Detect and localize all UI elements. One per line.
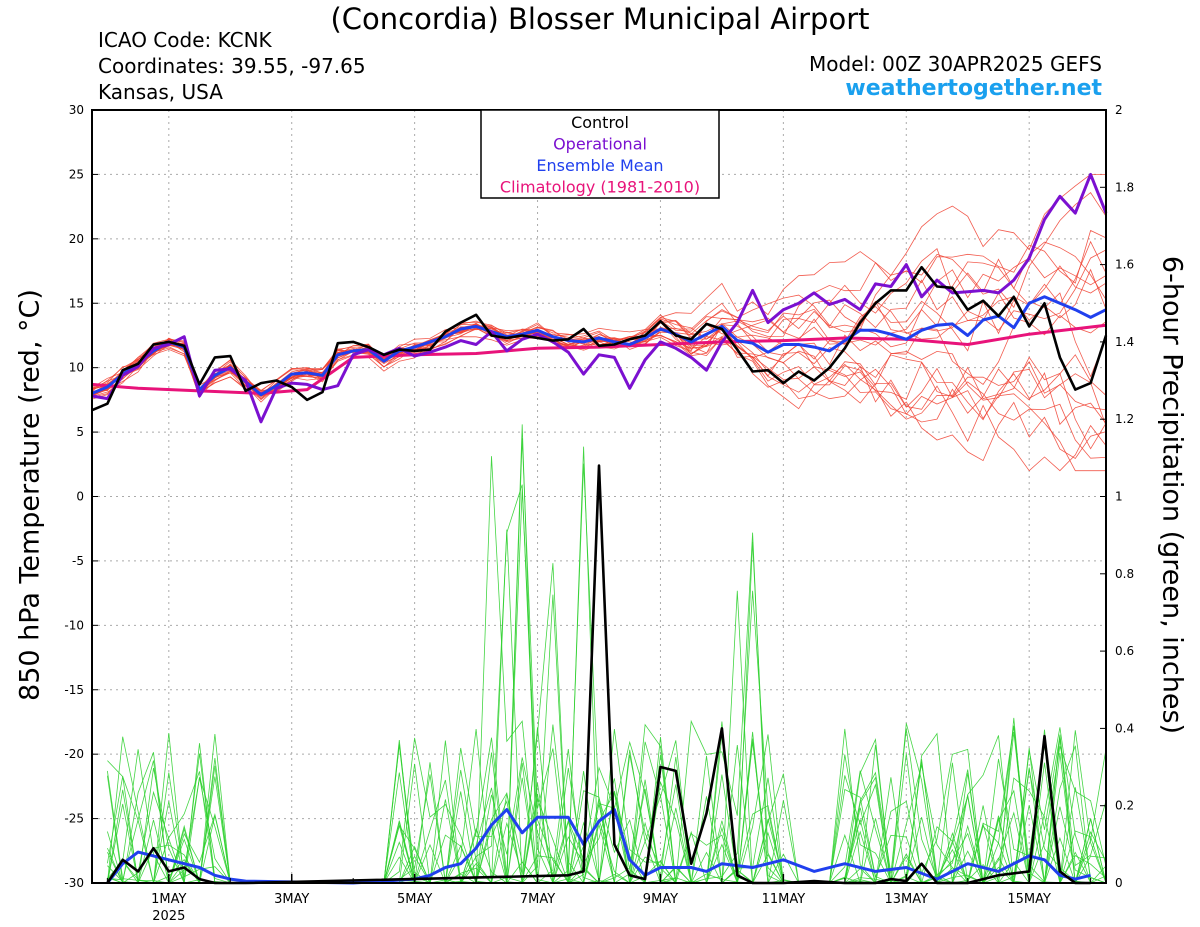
control-temp-line — [91, 265, 1108, 412]
region: Kansas, USA — [98, 80, 223, 104]
y2-tick-label: 1.6 — [1115, 258, 1134, 272]
y-tick-label: -15 — [64, 683, 84, 697]
y2-tick-label: 0.6 — [1115, 644, 1134, 658]
temperature-member-line — [91, 317, 1107, 426]
y-tick-label: 20 — [69, 232, 84, 246]
x-tick-label: 5MAY — [397, 892, 432, 907]
y-tick-label: -30 — [64, 876, 84, 890]
y-tick-label: 0 — [76, 490, 84, 504]
chart-title: (Concordia) Blosser Municipal Airport — [330, 2, 870, 36]
y2-tick-label: 0.2 — [1115, 799, 1134, 813]
legend: Control Operational Ensemble Mean Climatolo… — [480, 109, 720, 199]
temperature-member-line — [91, 326, 1107, 462]
legend-entry: Ensemble Mean — [536, 156, 663, 175]
temperature-member-line — [91, 241, 1107, 396]
legend-entry: Operational — [553, 135, 647, 154]
gridlines — [92, 110, 1106, 883]
y2-tick-label: 0.4 — [1115, 721, 1134, 735]
legend-entry: Control — [571, 113, 629, 132]
temperature-member-line — [91, 192, 1107, 398]
climatology-1981-2010-temp-line — [91, 323, 1107, 395]
coordinates: Coordinates: 39.55, -97.65 — [98, 54, 366, 78]
x-tick-label: 1MAY — [151, 892, 186, 907]
y2-tick-label: 1.4 — [1115, 335, 1134, 349]
x-tick-label: 7MAY — [520, 892, 555, 907]
operational-temp-line — [91, 172, 1108, 424]
precipitation-member-line — [107, 529, 1106, 885]
temperature-member-line — [91, 229, 1107, 398]
y2-tick-label: 1 — [1115, 490, 1123, 504]
legend-box — [480, 109, 720, 199]
y2-tick-label: 0.8 — [1115, 567, 1134, 581]
y-tick-label: 5 — [76, 425, 84, 439]
ensemble-mean-temp-line — [91, 295, 1107, 397]
x-tick-label: 9MAY — [643, 892, 678, 907]
temperature-member-line — [91, 249, 1107, 398]
temperature-member-lines — [91, 173, 1107, 472]
y-tick-label: 15 — [69, 296, 84, 310]
temperature-member-line — [91, 325, 1107, 450]
y-tick-label: 25 — [69, 167, 84, 181]
x-tick-sublabel: 2025 — [152, 909, 185, 924]
y-tick-label: -25 — [64, 812, 84, 826]
temperature-member-line — [91, 265, 1107, 392]
y2-tick-label: 1.2 — [1115, 412, 1134, 426]
precipitation-member-line — [107, 532, 1107, 884]
main-series — [91, 172, 1108, 885]
site-name: weathertogether.net — [845, 76, 1102, 101]
y-tick-label: -10 — [64, 618, 84, 632]
y-tick-label: 30 — [69, 103, 84, 117]
x-tick-label: 11MAY — [762, 892, 806, 907]
model-run: Model: 00Z 30APR2025 GEFS — [809, 52, 1102, 76]
x-tick-label: 3MAY — [274, 892, 309, 907]
axes: 302520151050-5-10-15-20-25-3021.81.61.41… — [64, 103, 1134, 924]
temperature-member-line — [91, 240, 1107, 399]
icao-code: ICAO Code: KCNK — [98, 28, 272, 52]
y-tick-label: -20 — [64, 747, 84, 761]
y2-tick-label: 0 — [1115, 876, 1123, 890]
temperature-member-line — [91, 173, 1106, 400]
y-tick-label: 10 — [69, 361, 84, 375]
x-tick-label: 15MAY — [1007, 892, 1051, 907]
y2-tick-label: 1.8 — [1115, 180, 1134, 194]
y-tick-label: -5 — [72, 554, 84, 568]
x-tick-label: 13MAY — [884, 892, 928, 907]
legend-entry: Climatology (1981-2010) — [500, 178, 700, 197]
y2-tick-label: 2 — [1115, 103, 1123, 117]
